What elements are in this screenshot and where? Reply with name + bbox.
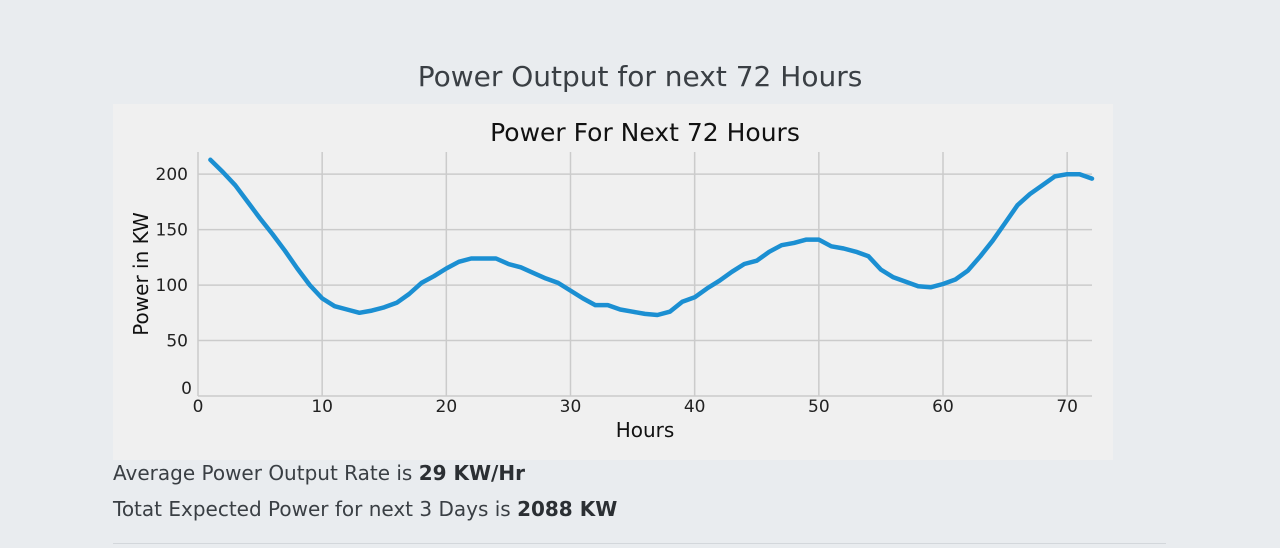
x-tick-label: 30 bbox=[560, 397, 582, 417]
y-tick-label: 50 bbox=[166, 332, 188, 352]
y-tick-label: 150 bbox=[156, 221, 188, 241]
total-power-line: Totat Expected Power for next 3 Days is … bbox=[113, 497, 617, 521]
x-tick-label: 20 bbox=[436, 397, 458, 417]
power-series-line bbox=[208, 157, 1095, 318]
x-tick-label: 70 bbox=[1056, 397, 1078, 417]
y-tick-label: 200 bbox=[156, 165, 188, 185]
x-tick-label: 40 bbox=[684, 397, 706, 417]
y-tick-label: 100 bbox=[156, 276, 188, 296]
total-power-label: Totat Expected Power for next 3 Days is bbox=[113, 497, 518, 521]
grid bbox=[197, 152, 1092, 397]
total-power-value: 2088 KW bbox=[517, 497, 618, 521]
x-tick-label: 50 bbox=[808, 397, 830, 417]
y-axis-label: Power in KW bbox=[129, 212, 153, 336]
tick-labels: 0 50 100 150 200 0 10 20 30 40 50 60 70 bbox=[156, 165, 1078, 417]
average-power-value: 29 KW/Hr bbox=[418, 461, 525, 485]
x-tick-label: 10 bbox=[311, 397, 333, 417]
average-power-label: Average Power Output Rate is bbox=[113, 461, 419, 485]
power-line-chart: 0 50 100 150 200 0 10 20 30 40 50 60 70 Power For Ne… bbox=[129, 118, 1095, 442]
average-power-line: Average Power Output Rate is 29 KW/Hr bbox=[113, 461, 525, 485]
chart-panel: 0 50 100 150 200 0 10 20 30 40 50 60 70 Power For Ne… bbox=[113, 104, 1113, 460]
x-tick-label: 0 bbox=[193, 397, 204, 417]
page-title: Power Output for next 72 Hours bbox=[417, 60, 863, 93]
x-axis-label: Hours bbox=[616, 418, 675, 442]
y-tick-label: 0 bbox=[181, 379, 192, 399]
chart-title: Power For Next 72 Hours bbox=[490, 118, 800, 147]
divider bbox=[113, 543, 1166, 544]
x-tick-label: 60 bbox=[932, 397, 954, 417]
